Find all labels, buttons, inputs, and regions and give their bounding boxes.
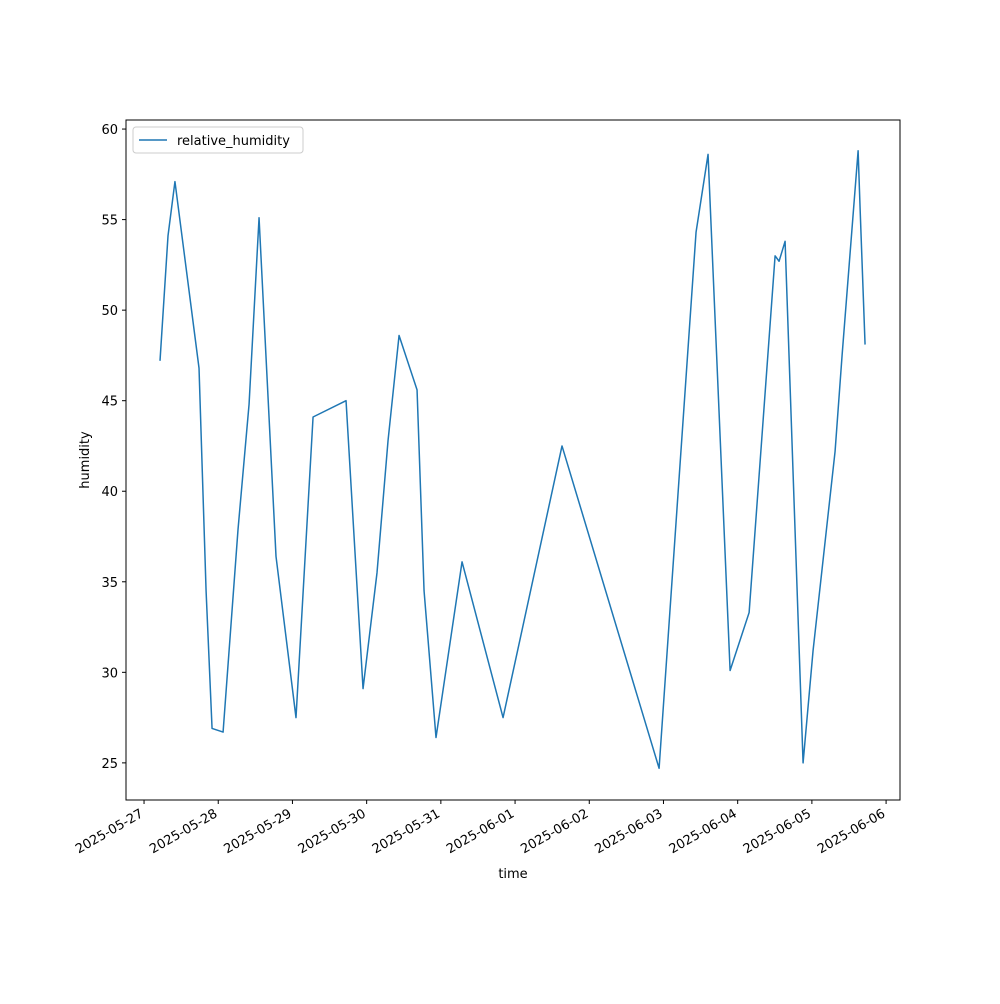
x-tick-label: 2025-06-04 xyxy=(667,806,740,857)
y-tick-label: 25 xyxy=(101,757,118,772)
y-tick-label: 55 xyxy=(101,214,118,229)
legend-label: relative_humidity xyxy=(177,134,290,149)
x-tick-label: 2025-06-05 xyxy=(741,806,814,857)
x-tick-label: 2025-05-31 xyxy=(370,806,443,857)
y-tick-label: 35 xyxy=(101,576,118,591)
plot-frame xyxy=(125,119,901,801)
x-tick-label: 2025-05-27 xyxy=(73,806,146,857)
x-tick-label: 2025-05-29 xyxy=(222,806,295,857)
y-axis-label: humidity xyxy=(78,431,93,489)
x-tick-label: 2025-06-03 xyxy=(593,806,666,857)
x-axis-label: time xyxy=(498,867,527,882)
y-tick-label: 50 xyxy=(101,304,118,319)
x-tick-label: 2025-06-01 xyxy=(444,806,517,857)
y-tick-label: 45 xyxy=(101,395,118,410)
legend-frame xyxy=(132,126,304,154)
y-tick-label: 30 xyxy=(101,666,118,681)
y-tick-label: 60 xyxy=(101,123,118,138)
x-tick-label: 2025-05-28 xyxy=(147,806,220,857)
x-tick-label: 2025-05-30 xyxy=(296,806,369,857)
x-tick-label: 2025-06-06 xyxy=(815,806,888,857)
x-tick-label: 2025-06-02 xyxy=(518,806,591,857)
legend: relative_humidity xyxy=(132,126,304,154)
y-tick-label: 40 xyxy=(101,485,118,500)
data-line xyxy=(159,150,866,770)
